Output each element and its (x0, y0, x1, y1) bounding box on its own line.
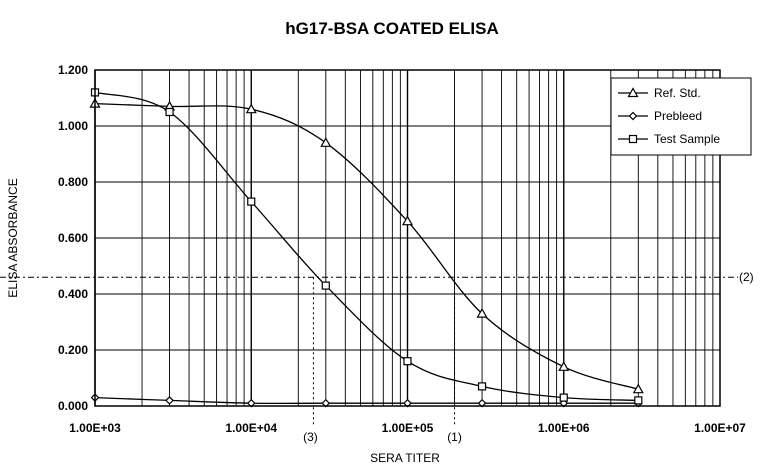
data-point (560, 394, 567, 401)
series-layer (91, 89, 643, 407)
data-point (321, 138, 330, 146)
annotations: (2) (1) (3) (0, 270, 754, 444)
y-tick-label: 0.400 (58, 287, 88, 301)
legend: Ref. Std. Prebleed Test Sample (611, 78, 751, 155)
annotation-label: (3) (303, 430, 318, 444)
y-tick-label: 1.200 (58, 63, 88, 77)
legend-label: Test Sample (654, 132, 720, 146)
legend-label: Prebleed (654, 109, 702, 123)
series-prebleed (92, 394, 642, 407)
legend-marker (630, 136, 637, 143)
x-tick-label: 1.00E+05 (382, 421, 434, 435)
y-tick-label: 1.000 (58, 119, 88, 133)
data-point (635, 397, 642, 404)
series-ref-std (91, 99, 643, 393)
x-tick-label: 1.00E+07 (694, 421, 746, 435)
x-tick-label: 1.00E+06 (538, 421, 590, 435)
y-tick-label: 0.200 (58, 343, 88, 357)
x-tick-label: 1.00E+04 (225, 421, 277, 435)
annotation-label: (2) (739, 270, 754, 284)
y-tick-label: 0.600 (58, 231, 88, 245)
series-test-sample (92, 89, 642, 404)
y-axis-label: ELISA ABSORBANCE (6, 178, 20, 297)
data-point (166, 397, 173, 404)
annotation-label: (1) (447, 430, 462, 444)
x-axis-label: SERA TITER (370, 451, 440, 465)
legend-label: Ref. Std. (654, 86, 701, 100)
y-tick-label: 0.800 (58, 175, 88, 189)
data-point (166, 109, 173, 116)
data-point (248, 198, 255, 205)
data-point (479, 383, 486, 390)
y-tick-label: 0.000 (58, 399, 88, 413)
chart-title: hG17-BSA COATED ELISA (285, 19, 498, 38)
data-point (559, 362, 568, 370)
data-point (404, 358, 411, 365)
data-point (322, 282, 329, 289)
x-tick-label: 1.00E+03 (69, 421, 121, 435)
